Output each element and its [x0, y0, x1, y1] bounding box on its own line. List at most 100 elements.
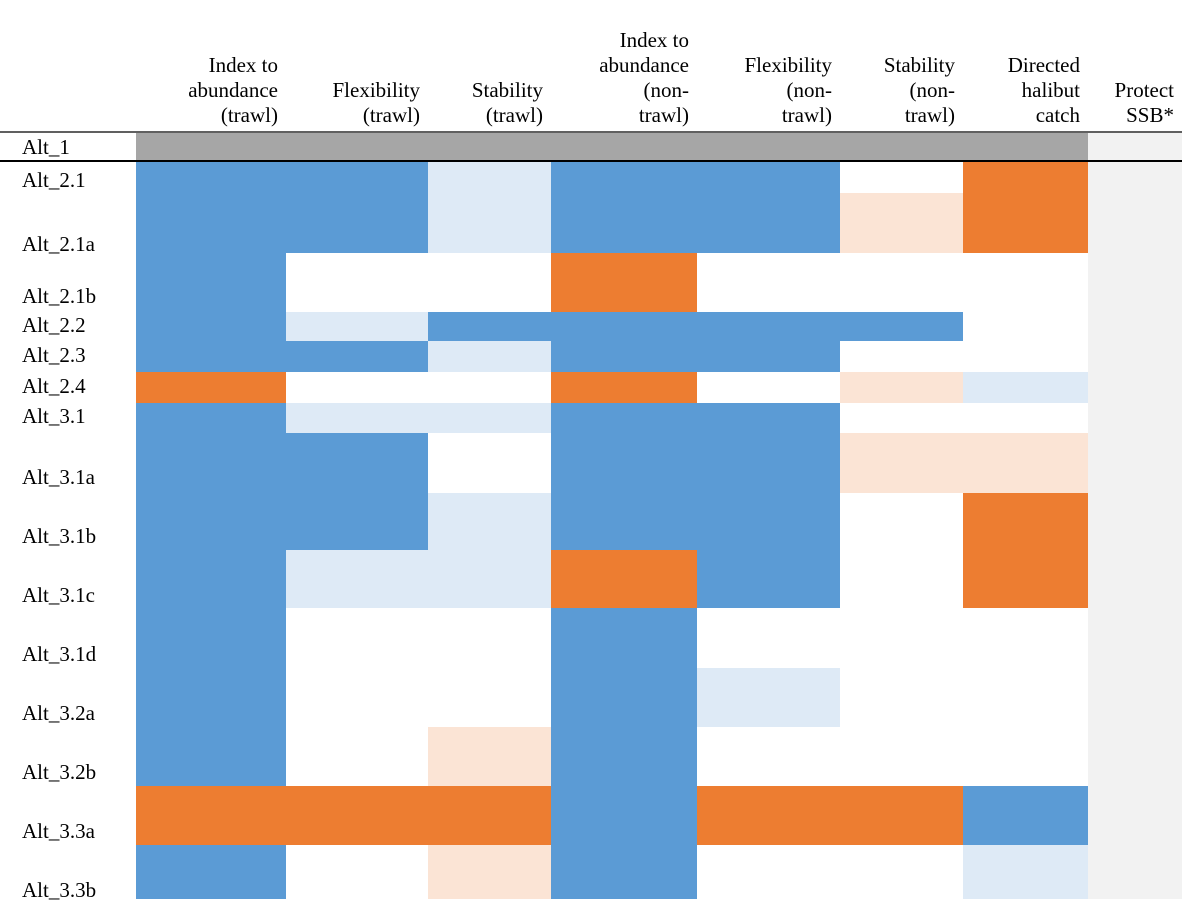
row-label: Alt_2.1b	[22, 284, 97, 308]
heatmap-cell	[428, 786, 552, 846]
heatmap-cell	[963, 786, 1089, 846]
heatmap-cell	[551, 403, 698, 434]
row-label: Alt_1	[22, 135, 70, 159]
heatmap-cell	[840, 550, 964, 609]
column-header: Stability (non-trawl)	[805, 0, 955, 128]
column-header-line: Flexibility	[744, 53, 832, 77]
heatmap-cell	[551, 845, 698, 899]
heatmap-cell	[136, 845, 287, 899]
heatmap-cell	[697, 312, 841, 342]
heatmap-cell	[840, 133, 964, 162]
heatmap-cell	[428, 253, 552, 313]
heatmap-cell	[697, 550, 841, 609]
heatmap-cell	[428, 341, 552, 373]
heatmap-cell	[963, 550, 1089, 609]
heatmap-cell	[840, 786, 964, 846]
heatmap-cell	[428, 403, 552, 434]
heatmap-cell	[286, 372, 429, 404]
column-header-line: trawl)	[904, 103, 955, 127]
heatmap-cell	[1088, 312, 1182, 342]
heatmap-cell	[697, 845, 841, 899]
heatmap-cell	[286, 433, 429, 494]
heatmap-cell	[963, 403, 1089, 434]
heatmap-cell	[428, 727, 552, 787]
heatmap-cell	[840, 161, 964, 194]
row-label: Alt_3.1c	[22, 583, 95, 607]
heatmap-cell	[428, 433, 552, 494]
heatmap-cell	[1088, 727, 1182, 787]
row-label: Alt_2.1a	[22, 232, 95, 256]
column-header-line: (non-	[643, 78, 690, 102]
heatmap-cell	[697, 133, 841, 162]
heatmap-cell	[428, 550, 552, 609]
heatmap-cell	[136, 727, 287, 787]
column-header-line: Directed	[1007, 53, 1080, 77]
column-header-line: (non-	[909, 78, 956, 102]
column-header-line: Protect	[1114, 78, 1174, 102]
row-label: Alt_3.3b	[22, 878, 97, 902]
heatmap-cell	[136, 550, 287, 609]
column-header-line: Index to	[619, 28, 689, 52]
heatmap-cell	[963, 727, 1089, 787]
heatmap-cell	[551, 341, 698, 373]
heatmap-cell	[428, 193, 552, 254]
heatmap-cell	[136, 133, 287, 162]
heatmap-cell	[963, 845, 1089, 899]
heatmap-cell	[840, 403, 964, 434]
row-label: Alt_3.2b	[22, 760, 97, 784]
heatmap-cell	[286, 253, 429, 313]
column-header-line: (trawl)	[362, 103, 420, 127]
heatmap-cell	[551, 550, 698, 609]
heatmap-cell	[551, 161, 698, 194]
heatmap-cell	[286, 845, 429, 899]
heatmap-cell	[428, 845, 552, 899]
heatmap-cell	[136, 403, 287, 434]
column-header-line: abundance	[188, 78, 278, 102]
heatmap-cell	[428, 372, 552, 404]
heatmap-cell	[551, 253, 698, 313]
heatmap-cell	[840, 668, 964, 728]
heatmap-cell	[963, 433, 1089, 494]
heatmap-cell	[697, 493, 841, 551]
heatmap-cell	[428, 608, 552, 669]
column-header: Stability (trawl)	[393, 0, 543, 128]
heatmap-cell	[840, 341, 964, 373]
heatmap-cell	[840, 433, 964, 494]
heatmap-cell	[551, 493, 698, 551]
heatmap-cell	[428, 161, 552, 194]
row-label: Alt_3.3a	[22, 819, 95, 843]
heatmap-cell	[1088, 668, 1182, 728]
heatmap-cell	[286, 403, 429, 434]
column-header-line: (trawl)	[485, 103, 543, 127]
column-header-line: (non-	[786, 78, 833, 102]
heatmap-cell	[840, 372, 964, 404]
heatmap-cell	[136, 253, 287, 313]
heatmap-cell	[697, 668, 841, 728]
row-label: Alt_2.1	[22, 168, 86, 192]
heatmap-cell	[840, 253, 964, 313]
heatmap-cell	[136, 312, 287, 342]
heatmap-cell	[136, 341, 287, 373]
heatmap-cell	[428, 312, 552, 342]
heatmap-cell	[697, 161, 841, 194]
heatmap-cell	[840, 493, 964, 551]
column-header: Protect SSB*	[1024, 0, 1174, 128]
heatmap-cell	[1088, 550, 1182, 609]
heatmap-cell	[286, 608, 429, 669]
heatmap-cell	[963, 341, 1089, 373]
column-header-line: Stability	[471, 78, 543, 102]
heatmap-cell	[963, 668, 1089, 728]
row-label: Alt_3.1a	[22, 465, 95, 489]
heatmap-cell	[428, 668, 552, 728]
row-label: Alt_2.4	[22, 374, 86, 398]
column-header-line: trawl)	[638, 103, 689, 127]
heatmap-cell	[697, 341, 841, 373]
heatmap-cell	[551, 133, 698, 162]
heatmap-cell	[963, 161, 1089, 194]
column-header-line: halibut	[1021, 78, 1080, 102]
heatmap-cell	[1088, 786, 1182, 846]
heatmap-cell	[136, 493, 287, 551]
heatmap-cell	[286, 550, 429, 609]
heatmap-cell	[697, 608, 841, 669]
